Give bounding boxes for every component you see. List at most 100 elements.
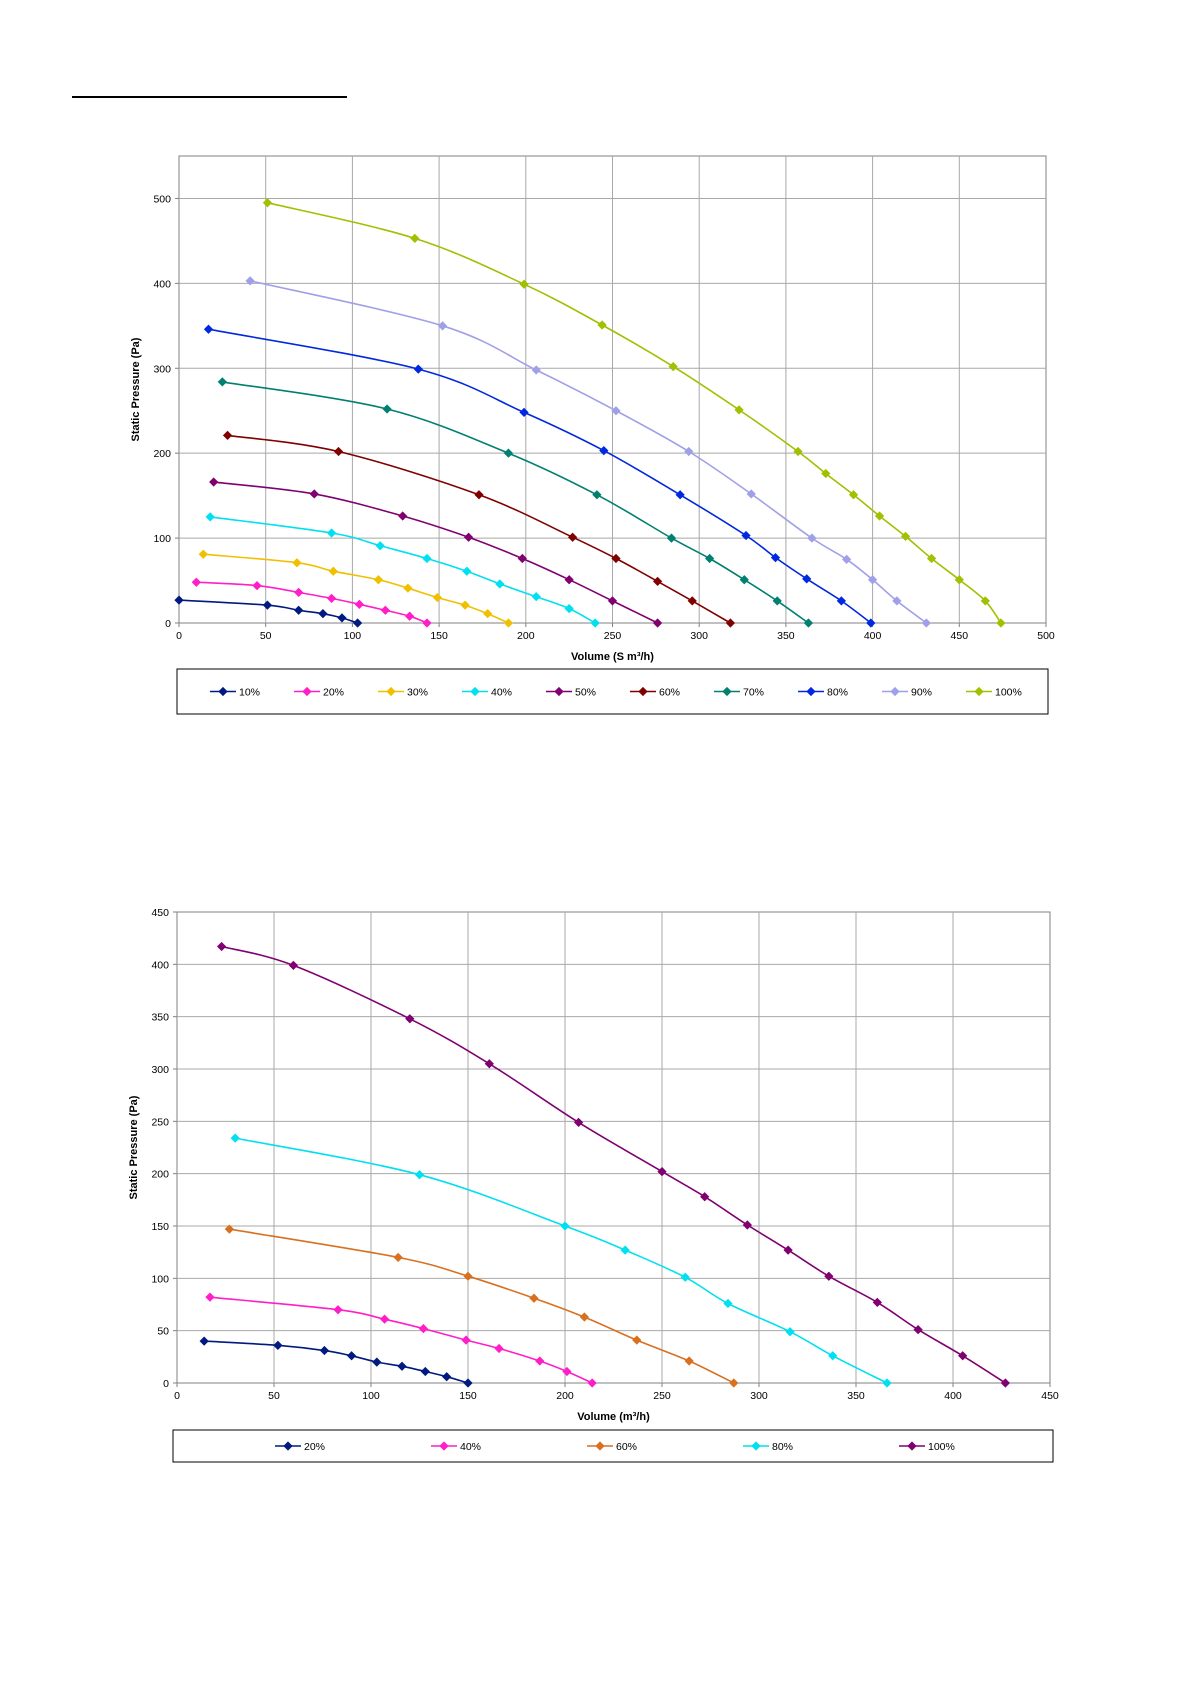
- chart2-data-point-20pct: [397, 1361, 407, 1371]
- chart1-data-point-100pct: [926, 553, 937, 564]
- chart1-legend-label: 70%: [743, 687, 764, 699]
- chart2-data-point-40pct: [535, 1356, 545, 1366]
- chart1-legend-item-10pct: 10%: [210, 687, 260, 699]
- chart1-data-point-90pct: [531, 365, 541, 375]
- chart1-x-tick-label: 200: [517, 630, 535, 642]
- chart1-data-point-90pct: [611, 406, 621, 416]
- chart2-x-tick-label: 300: [750, 1390, 768, 1402]
- chart1-data-point-80pct: [836, 596, 847, 606]
- chart1-data-point-70pct: [803, 618, 814, 628]
- chart2-data-point-40pct: [562, 1366, 572, 1377]
- chart2-legend-item-40pct: 40%: [431, 1441, 481, 1453]
- chart2-data-point-20pct: [463, 1378, 473, 1388]
- chart2-y-axis-label: Static Pressure (Pa): [128, 1095, 140, 1199]
- chart2-data-point-80pct: [560, 1221, 570, 1231]
- chart1-legend-label: 60%: [659, 687, 680, 699]
- chart1-x-tick-label: 100: [344, 630, 362, 642]
- chart2-data-point-60pct: [579, 1312, 590, 1322]
- chart1-y-tick-label: 200: [153, 448, 171, 460]
- chart2-data-point-60pct: [393, 1252, 403, 1263]
- chart1-data-point-100pct: [900, 531, 911, 542]
- chart2-x-tick-label: 400: [944, 1390, 962, 1402]
- chart2-series-100pct: [216, 941, 1011, 1388]
- chart1-legend-item-70pct: 70%: [714, 687, 764, 699]
- chart1-legend-label: 90%: [911, 687, 932, 699]
- chart2-plot-area: [176, 911, 1051, 1384]
- chart2-legend-label: 80%: [772, 1441, 793, 1453]
- chart2-data-point-100pct: [824, 1271, 834, 1281]
- chart2-data-point-20pct: [199, 1336, 209, 1346]
- chart1-data-point-90pct: [245, 276, 255, 286]
- chart2-legend-label: 60%: [616, 1441, 637, 1453]
- chart2-data-point-60pct: [684, 1356, 694, 1366]
- chart1-data-point-30pct: [460, 600, 470, 610]
- chart1-legend-item-30pct: 30%: [378, 687, 428, 699]
- chart1-data-point-90pct: [437, 321, 448, 331]
- chart2-data-point-100pct: [573, 1117, 584, 1128]
- chart1-legend-marker: [806, 686, 816, 697]
- chart1-data-point-80pct: [413, 364, 423, 374]
- chart2-legend-item-60pct: 60%: [587, 1441, 637, 1453]
- chart1-data-point-20pct: [326, 593, 337, 604]
- chart1-data-point-40pct: [531, 592, 541, 602]
- chart2-data-point-20pct: [346, 1351, 357, 1361]
- chart2-data-point-100pct: [913, 1324, 923, 1335]
- chart1-data-point-50pct: [652, 618, 663, 628]
- chart2-legend-marker: [595, 1441, 605, 1451]
- chart1-data-point-60pct: [222, 430, 233, 440]
- chart1-data-point-100pct: [980, 596, 990, 606]
- chart1-legend-label: 10%: [239, 687, 260, 699]
- chart2-data-point-100pct: [1000, 1378, 1011, 1388]
- chart1-data-point-100pct: [410, 233, 420, 243]
- chart1-data-point-70pct: [739, 575, 749, 585]
- chart1-data-point-90pct: [841, 554, 852, 564]
- chart1-legend-label: 20%: [323, 687, 344, 699]
- chart1-data-point-40pct: [495, 579, 505, 589]
- chart2-legend-item-100pct: 100%: [899, 1441, 955, 1453]
- chart2-data-point-80pct: [882, 1378, 892, 1388]
- chart1-data-point-30pct: [198, 549, 208, 559]
- chart1-data-point-100pct: [821, 468, 831, 479]
- chart1-data-point-80pct: [675, 490, 685, 500]
- chart1-legend-label: 80%: [827, 687, 848, 699]
- chart1-x-tick-label: 250: [604, 630, 622, 642]
- chart2-series-40pct: [205, 1292, 597, 1388]
- chart1-data-point-20pct: [252, 581, 262, 591]
- chart2-data-point-100pct: [872, 1297, 882, 1308]
- chart2-data-point-80pct: [828, 1351, 838, 1361]
- chart1-series-70pct: [217, 377, 814, 628]
- chart1-data-point-50pct: [463, 532, 474, 542]
- chart1-legend-item-90pct: 90%: [882, 687, 932, 699]
- chart1-data-point-40pct: [422, 553, 432, 564]
- chart2-legend-label: 100%: [928, 1441, 955, 1453]
- chart2-data-point-60pct: [729, 1378, 739, 1388]
- chart1-x-tick-label: 450: [951, 630, 969, 642]
- chart2-legend-item-80pct: 80%: [743, 1441, 793, 1453]
- chart1-legend-item-40pct: 40%: [462, 687, 512, 699]
- chart2-data-point-40pct: [587, 1378, 597, 1388]
- chart2-y-tick-label: 150: [151, 1221, 169, 1233]
- chart1-series-40pct: [205, 512, 600, 628]
- chart1-data-point-50pct: [564, 575, 574, 585]
- chart1-legend-item-80pct: 80%: [798, 687, 848, 699]
- chart1-data-point-80pct: [866, 618, 876, 628]
- chart1-data-point-80pct: [519, 407, 529, 418]
- chart2-data-point-80pct: [620, 1245, 630, 1255]
- chart2-y-tick-label: 100: [151, 1273, 169, 1285]
- chart1-data-point-10pct: [337, 613, 347, 623]
- chart1-data-point-50pct: [309, 489, 319, 499]
- chart2-data-point-80pct: [785, 1327, 795, 1337]
- chart2-data-point-20pct: [420, 1366, 430, 1377]
- chart1-data-point-70pct: [217, 377, 227, 387]
- chart1-data-point-100pct: [262, 198, 273, 208]
- chart2-x-tick-label: 450: [1041, 1390, 1059, 1402]
- chart2-series-80pct: [230, 1133, 892, 1388]
- chart1-data-point-30pct: [373, 575, 384, 585]
- chart1-data-point-20pct: [354, 599, 364, 609]
- chart2-data-point-100pct: [958, 1351, 968, 1361]
- chart1-y-axis-label: Static Pressure (Pa): [130, 337, 142, 441]
- chart1-legend-item-60pct: 60%: [630, 687, 680, 699]
- chart1-legend-marker: [554, 686, 564, 697]
- chart1-data-point-70pct: [666, 533, 677, 543]
